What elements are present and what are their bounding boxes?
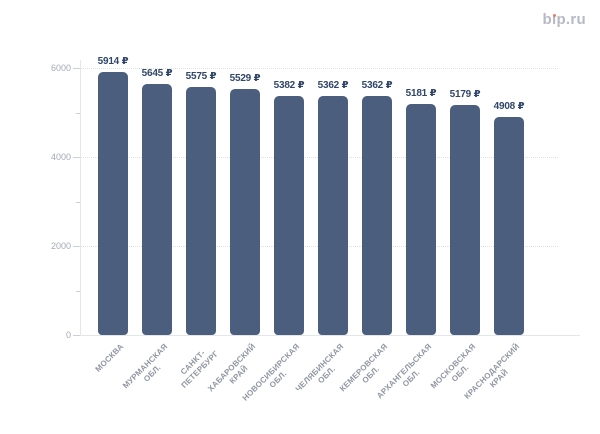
y-axis-minor-tick bbox=[76, 201, 80, 203]
y-axis-minor-tick bbox=[76, 290, 80, 292]
logo-i-dot bbox=[552, 14, 556, 17]
y-axis-tick bbox=[73, 157, 80, 158]
gridline bbox=[80, 68, 558, 69]
bar-2[interactable] bbox=[142, 83, 172, 335]
y-axis-label: 4000 bbox=[50, 152, 71, 162]
bar-value-label: 5181 ₽ bbox=[405, 88, 437, 100]
y-axis-label: 2000 bbox=[50, 241, 71, 251]
bar-4[interactable] bbox=[230, 88, 260, 335]
x-axis-line bbox=[75, 335, 580, 336]
bar-value-label: 5529 ₽ bbox=[229, 72, 261, 84]
brand-logo[interactable]: bı p.ru bbox=[542, 11, 586, 28]
y-axis-line bbox=[80, 60, 81, 335]
y-axis-tick bbox=[73, 335, 80, 336]
bar-value-label: 5914 ₽ bbox=[97, 55, 129, 67]
x-axis-label-text: МОСКВА bbox=[93, 342, 126, 374]
bar-value-label: 5362 ₽ bbox=[317, 80, 349, 92]
bar-value-label: 5382 ₽ bbox=[273, 79, 305, 91]
bar-5[interactable] bbox=[274, 95, 304, 335]
bar-10[interactable] bbox=[494, 116, 524, 335]
bar-6[interactable] bbox=[318, 96, 348, 335]
bar-7[interactable] bbox=[362, 96, 392, 335]
y-axis-minor-tick bbox=[76, 112, 80, 114]
bar-value-label: 5645 ₽ bbox=[141, 67, 173, 79]
bar-value-label: 5362 ₽ bbox=[361, 80, 393, 92]
y-axis-label: 0 bbox=[65, 330, 71, 340]
bar-3[interactable] bbox=[186, 86, 216, 335]
bar-8[interactable] bbox=[406, 104, 436, 335]
logo-i: ı bbox=[552, 11, 557, 28]
y-axis-tick bbox=[73, 68, 80, 69]
y-axis-tick bbox=[73, 246, 80, 247]
bar-value-label: 4908 ₽ bbox=[493, 100, 525, 112]
y-axis-label: 6000 bbox=[50, 63, 71, 73]
bar-value-label: 5575 ₽ bbox=[185, 70, 217, 82]
bar-9[interactable] bbox=[450, 104, 480, 335]
bar-1[interactable] bbox=[98, 71, 128, 335]
bar-value-label: 5179 ₽ bbox=[449, 88, 481, 100]
